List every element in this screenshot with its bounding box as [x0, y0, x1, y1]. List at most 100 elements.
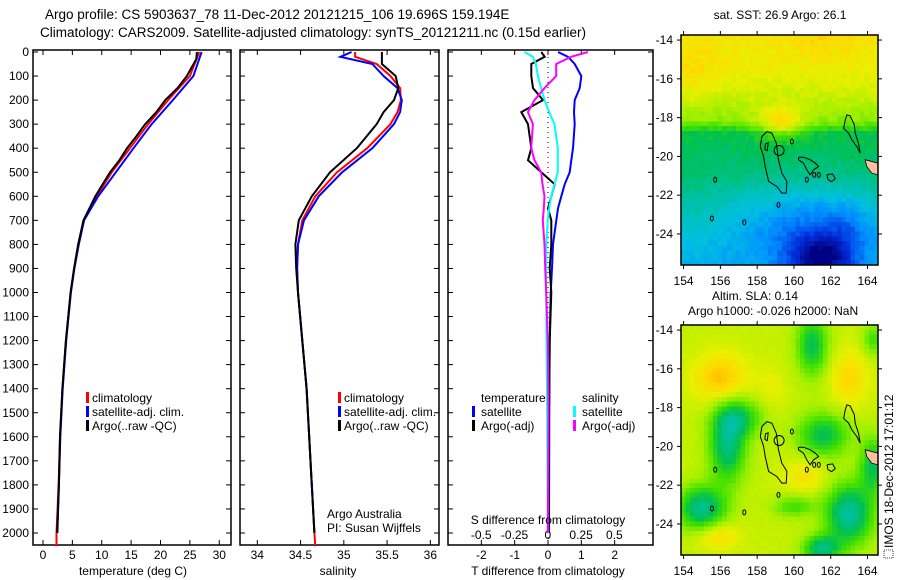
y-tick-label: 400: [9, 141, 29, 155]
y-tick-label: 1200: [2, 334, 29, 348]
x-tick-label: 5: [69, 548, 76, 562]
legend-swatch-t-argo: [472, 420, 475, 431]
lat-tick-label: -20: [656, 439, 674, 453]
legend-label: climatology: [344, 391, 404, 405]
y-tick-label: 500: [9, 165, 29, 179]
lon-tick-label: 164: [857, 564, 877, 578]
series-line-temperature-argo-adj-: [519, 51, 556, 534]
y-tick-label: 1300: [2, 358, 29, 372]
bathymetry-contour: [709, 215, 714, 222]
sst-map-title: sat. SST: 26.9 Argo: 26.1: [714, 8, 847, 22]
y-tick-label: 1400: [2, 382, 29, 396]
legend-swatch-argo: [86, 420, 89, 431]
x-tick-label: 34: [251, 548, 265, 562]
bathymetry-contour: [713, 466, 718, 473]
legend-heading-salinity: salinity: [582, 391, 619, 405]
legend-swatch-s-argo: [573, 420, 576, 431]
x-tick-label: 35: [337, 548, 351, 562]
series-line-climatology: [296, 52, 402, 547]
lat-tick-label: -24: [656, 227, 674, 241]
plot-frame: [32, 49, 232, 546]
lon-tick-label: 156: [710, 274, 730, 288]
x-tick-label: 0: [545, 548, 552, 562]
bathymetry-contour: [826, 463, 836, 473]
lat-tick-label: -16: [656, 362, 674, 376]
bathymetry-contour: [764, 432, 769, 442]
legend-swatch-climatology: [86, 392, 89, 403]
y-tick-label: 1000: [2, 286, 29, 300]
lat-tick-label: -20: [656, 149, 674, 163]
lon-tick-label: 154: [674, 274, 694, 288]
land-patch: [864, 159, 879, 176]
y-tick-label: 1800: [2, 478, 29, 492]
series-line-argo-raw-qc-: [56, 51, 198, 534]
legend-label: satellite: [582, 405, 623, 419]
map-sst: 154 156 158 160 162 164 -14 -16 -18 -20 -22 -24: [656, 31, 882, 288]
bathymetry-contour: [776, 491, 781, 498]
bathymetry-contour: [789, 428, 794, 435]
legend-label: Argo(..raw -QC): [344, 419, 429, 433]
lon-tick-label: 158: [747, 564, 767, 578]
x-axis-label-salinity: salinity: [320, 564, 357, 578]
lon-tick-label: 154: [674, 564, 694, 578]
legend-swatch-argo: [338, 420, 341, 431]
map-sla: 154 156 158 160 162 164 -14 -16 -18 -20 -22 -24: [656, 321, 882, 578]
y-tick-label: 1700: [2, 454, 29, 468]
lat-tick-label: -18: [656, 401, 674, 415]
legend-label: Argo(-adj): [481, 419, 534, 433]
legend-label: satellite-adj. clim.: [344, 405, 436, 419]
y-tick-label: 1100: [3, 310, 29, 324]
y-tick-label: 700: [9, 213, 29, 227]
series-line-satellite-adj-clim-: [296, 51, 403, 534]
legend-label: satellite: [481, 405, 522, 419]
series-line-climatology: [55, 51, 201, 547]
legend-label: climatology: [92, 391, 152, 405]
imos-logo-icon: [883, 549, 894, 559]
y-tick-label: 900: [9, 261, 29, 275]
y-tick-label: 200: [9, 93, 29, 107]
x-tick-label: -2: [476, 548, 487, 562]
bathymetry-contour: [759, 421, 788, 484]
x-tick-label: 20: [154, 548, 168, 562]
legend-label: Argo(-adj): [582, 419, 635, 433]
bathymetry-contour: [826, 173, 836, 183]
legend-label: satellite-adj. clim.: [92, 405, 184, 419]
bathymetry-contour: [843, 114, 861, 154]
annotation-pi: PI: Susan Wijffels: [327, 521, 421, 535]
lon-tick-label: 160: [784, 274, 804, 288]
y-tick-label: 800: [9, 237, 29, 251]
land-patch: [864, 449, 879, 466]
x-tick-label: 35.5: [375, 548, 399, 562]
bathymetry-contour: [776, 201, 781, 208]
series-line-salinity-argo-adj-: [526, 51, 589, 534]
lat-tick-label: -14: [656, 323, 674, 337]
annotation-argo-australia: Argo Australia: [327, 507, 402, 521]
series-line-satellite-adj-clim-: [56, 51, 203, 534]
bathymetry-contour: [812, 461, 817, 468]
lon-tick-label: 160: [784, 564, 804, 578]
bathymetry-contour: [816, 461, 821, 468]
bathymetry-contour: [812, 171, 817, 178]
bathymetry-contour: [804, 466, 809, 473]
bathymetry-contour: [816, 171, 821, 178]
legend-swatch-satellite: [86, 406, 89, 417]
x-tick-label: -1: [509, 548, 520, 562]
x-tick-label: 15: [124, 548, 138, 562]
bathymetry-contour: [759, 131, 788, 194]
lon-tick-label: 158: [747, 274, 767, 288]
map-frame: [680, 324, 879, 556]
x-axis-label-temperature: temperature (deg C): [79, 564, 187, 578]
sla-map-title: Altim. SLA: 0.14: [712, 289, 798, 303]
y-tick-label: 100: [9, 69, 29, 83]
bathymetry-contour: [742, 509, 747, 516]
figure-title-line2: Climatology: CARS2009. Satellite-adjuste…: [40, 25, 586, 40]
legend-swatch-t-satellite: [472, 406, 475, 417]
lon-tick-label: 156: [710, 564, 730, 578]
x-tick-label: 10: [95, 548, 109, 562]
x-tick-label: 2: [611, 548, 618, 562]
x-tick-label: 1: [578, 548, 585, 562]
lat-tick-label: -14: [656, 33, 674, 47]
argo-position-marker: [773, 435, 785, 447]
argo-position-marker: [773, 145, 785, 157]
